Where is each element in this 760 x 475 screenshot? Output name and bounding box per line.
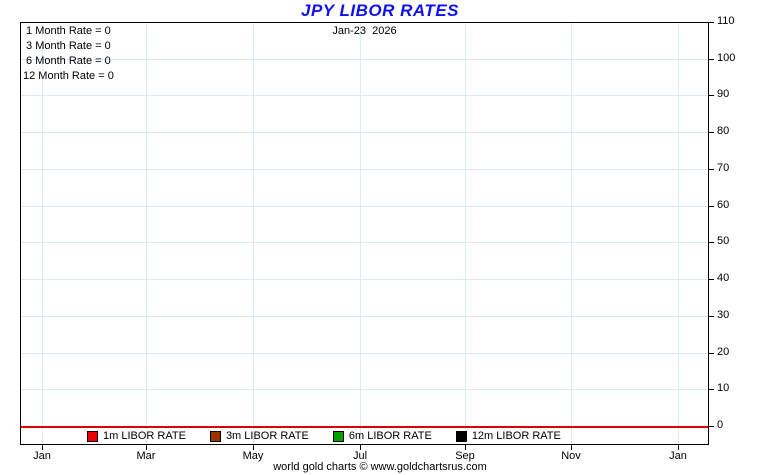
rate-info-line: 3 Month Rate = 0 xyxy=(23,40,111,52)
y-axis-tick xyxy=(709,22,714,23)
y-axis-tick xyxy=(709,315,714,317)
h-gridline xyxy=(21,389,708,391)
rate-info-line: 12 Month Rate = 0 xyxy=(23,70,114,82)
legend-swatch xyxy=(87,430,98,442)
x-axis-tick xyxy=(360,445,361,450)
footer-credit: world gold charts © www.goldchartsrus.co… xyxy=(273,461,487,473)
y-axis-tick-label: 100 xyxy=(717,51,736,64)
x-axis-tick-label: Jul xyxy=(352,450,368,462)
chart-title: JPY LIBOR RATES xyxy=(300,1,459,20)
y-axis-tick-label: 70 xyxy=(717,161,730,174)
legend: 1m LIBOR RATE 3m LIBOR RATE 6m LIBOR RATE 1… xyxy=(87,430,561,442)
y-axis-tick-label: 10 xyxy=(717,382,730,395)
y-axis-tick-label: 40 xyxy=(717,272,730,285)
y-axis-tick xyxy=(709,168,714,170)
legend-swatch xyxy=(209,430,221,442)
h-gridline xyxy=(21,58,708,60)
y-axis-tick-label: 110 xyxy=(717,15,735,27)
v-gridline xyxy=(253,23,254,444)
legend-item: 3m LIBOR RATE xyxy=(209,430,309,442)
h-gridline xyxy=(21,168,708,170)
x-axis-tick-label: Nov xyxy=(561,450,581,462)
x-axis-tick-label: Jan xyxy=(669,450,687,462)
y-axis-tick xyxy=(709,95,714,97)
legend-swatch xyxy=(455,430,467,442)
legend-swatch xyxy=(332,430,344,442)
y-axis-tick-label: 60 xyxy=(717,198,730,211)
x-axis-tick-label: Mar xyxy=(136,450,156,462)
v-gridline xyxy=(42,23,43,444)
h-gridline xyxy=(21,132,708,134)
y-axis-tick-label: 0 xyxy=(717,419,724,431)
rate-info-line: 1 Month Rate = 0 xyxy=(23,25,111,37)
rates-info-box: 1 Month Rate = 0 3 Month Rate = 0 6 Mont… xyxy=(23,24,114,84)
x-axis-tick xyxy=(42,445,43,450)
h-gridline xyxy=(21,279,708,281)
y-axis-tick-label: 50 xyxy=(717,235,730,248)
y-axis-tick xyxy=(709,132,714,134)
zero-rate-line xyxy=(21,426,708,428)
legend-item: 6m LIBOR RATE xyxy=(332,430,432,442)
rate-info-line: 6 Month Rate = 0 xyxy=(23,55,111,67)
v-gridline xyxy=(146,23,147,444)
h-gridline xyxy=(21,205,708,207)
y-axis-tick-label: 30 xyxy=(717,308,730,321)
legend-label: 12m LIBOR RATE xyxy=(471,430,561,442)
h-gridline xyxy=(21,95,708,97)
legend-item: 12m LIBOR RATE xyxy=(455,430,561,442)
plot-area: Jan-23 2026 1 Month Rate = 0 3 Month Rat… xyxy=(20,22,709,445)
y-axis-tick xyxy=(709,279,714,281)
legend-item: 1m LIBOR RATE xyxy=(87,430,186,442)
y-axis-tick-label: 20 xyxy=(717,345,730,358)
legend-label: 3m LIBOR RATE xyxy=(225,430,309,442)
x-axis-tick xyxy=(146,445,147,450)
v-gridline xyxy=(465,23,466,444)
y-axis-tick xyxy=(709,58,714,60)
y-axis-tick xyxy=(709,426,714,427)
x-axis-tick xyxy=(678,445,679,450)
x-axis-tick xyxy=(253,445,254,450)
x-axis-tick-label: Jan xyxy=(33,450,51,462)
h-gridline xyxy=(21,315,708,317)
y-axis-tick xyxy=(709,389,714,391)
v-gridline xyxy=(571,23,572,444)
x-axis-tick xyxy=(571,445,572,450)
y-axis-tick xyxy=(709,352,714,354)
x-axis-tick-label: Sep xyxy=(455,450,475,462)
y-axis-tick-label: 90 xyxy=(717,88,730,101)
h-gridline xyxy=(21,242,708,244)
h-gridline xyxy=(21,352,708,354)
y-axis-tick-label: 80 xyxy=(717,125,730,138)
y-axis-tick xyxy=(709,205,714,207)
x-axis-tick-label: May xyxy=(242,450,264,462)
legend-label: 1m LIBOR RATE xyxy=(103,430,186,442)
x-axis-tick xyxy=(465,445,466,450)
date-label: Jan-23 2026 xyxy=(332,25,397,37)
y-axis-tick xyxy=(709,242,714,244)
v-gridline xyxy=(360,23,361,444)
v-gridline xyxy=(678,23,679,444)
legend-label: 6m LIBOR RATE xyxy=(348,430,432,442)
